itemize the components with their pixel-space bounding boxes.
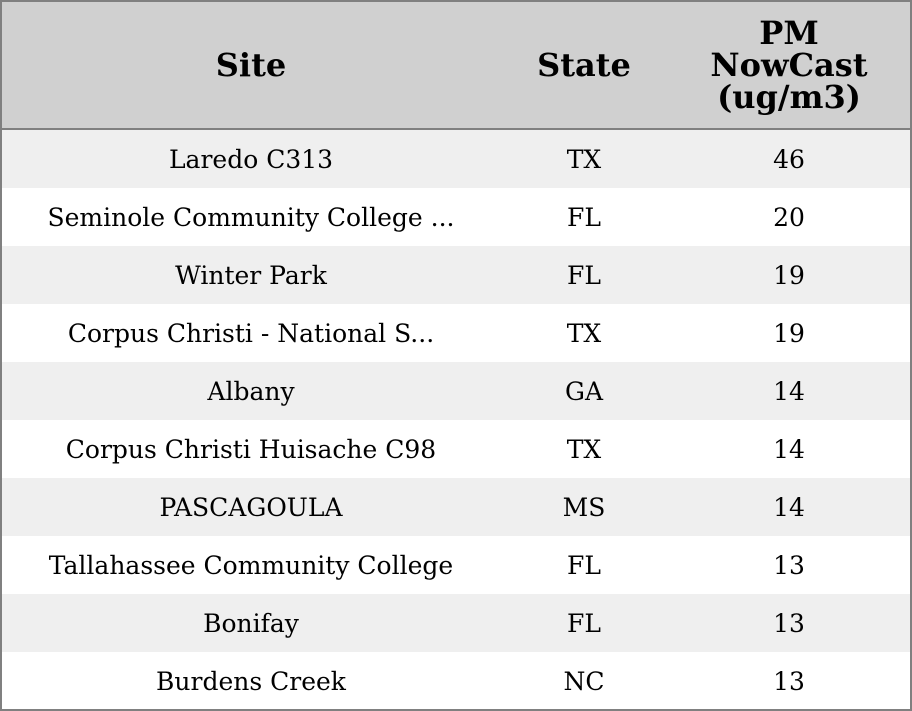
table-cell: 14 — [668, 362, 910, 420]
table-cell: 19 — [668, 304, 910, 362]
table-row: Corpus Christi Huisache C98 TX 14 — [2, 420, 910, 478]
table-cell: 13 — [668, 652, 910, 709]
table-row: Laredo C313 TX 46 — [2, 129, 910, 188]
table-cell: FL — [500, 188, 668, 246]
table-cell: GA — [500, 362, 668, 420]
table-cell: Seminole Community College ... — [2, 188, 500, 246]
table-cell: Laredo C313 — [2, 129, 500, 188]
table-cell: FL — [500, 594, 668, 652]
table-row: Bonifay FL 13 — [2, 594, 910, 652]
column-header: State — [500, 2, 668, 130]
table-cell: 13 — [668, 594, 910, 652]
table-cell: MS — [500, 478, 668, 536]
table-cell: Corpus Christi - National S... — [2, 304, 500, 362]
table-cell: Corpus Christi Huisache C98 — [2, 420, 500, 478]
table-row: PASCAGOULA MS 14 — [2, 478, 910, 536]
column-header: PM NowCast (ug/m3) — [668, 2, 910, 130]
table-cell: 46 — [668, 129, 910, 188]
table-cell: Albany — [2, 362, 500, 420]
table-row: Corpus Christi - National S... TX 19 — [2, 304, 910, 362]
table-cell: TX — [500, 420, 668, 478]
table-row: Burdens Creek NC 13 — [2, 652, 910, 709]
table-row: Tallahassee Community College FL 13 — [2, 536, 910, 594]
column-header-text: State — [537, 46, 631, 84]
table-cell: Burdens Creek — [2, 652, 500, 709]
table-body: Laredo C313 TX 46 Seminole Community Colleg… — [2, 129, 910, 709]
table-cell: Tallahassee Community College — [2, 536, 500, 594]
table-cell: Winter Park — [2, 246, 500, 304]
table-row: Winter Park FL 19 — [2, 246, 910, 304]
table-cell: 14 — [668, 420, 910, 478]
table-cell: TX — [500, 304, 668, 362]
table-cell: TX — [500, 129, 668, 188]
table-cell: FL — [500, 246, 668, 304]
table-cell: NC — [500, 652, 668, 709]
table-cell: 13 — [668, 536, 910, 594]
column-header-text: Site — [215, 46, 287, 84]
table-cell: 14 — [668, 478, 910, 536]
table-row: Albany GA 14 — [2, 362, 910, 420]
table-row: Seminole Community College ... FL 20 — [2, 188, 910, 246]
table-cell: 19 — [668, 246, 910, 304]
table-cell: PASCAGOULA — [2, 478, 500, 536]
header-row: Site State PM NowCast (ug/m3) — [2, 2, 910, 130]
column-header-text: PM NowCast (ug/m3) — [710, 14, 868, 116]
table-cell: 20 — [668, 188, 910, 246]
table-cell: FL — [500, 536, 668, 594]
column-header: Site — [2, 2, 500, 130]
table-cell: Bonifay — [2, 594, 500, 652]
